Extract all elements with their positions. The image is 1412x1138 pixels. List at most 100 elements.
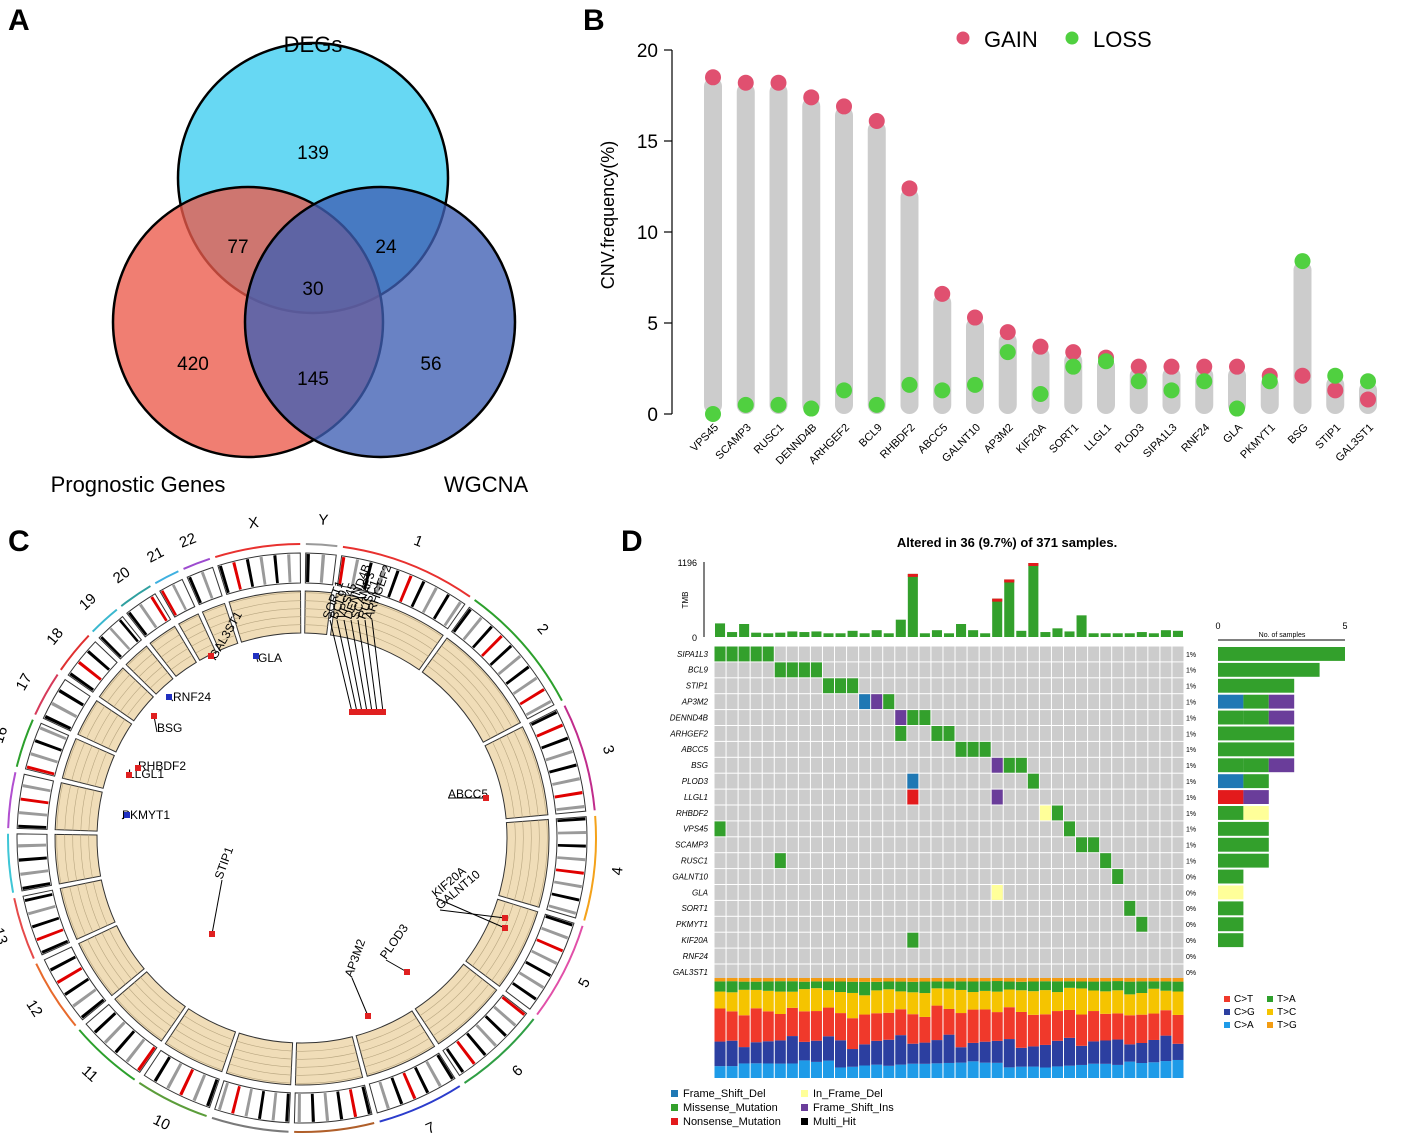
loss-dot [737,396,754,413]
matrix-cell [1027,741,1039,757]
chromosome-label: 13 [0,926,11,947]
matrix-cell [798,773,810,789]
chromosome-band [518,971,545,989]
cnv-track-segment [178,613,217,662]
titv-segment [1027,1046,1039,1067]
mutation-cell [1076,837,1088,853]
titv-segment [943,1062,955,1078]
matrix-cell [1051,885,1063,900]
cnv-track-segment [228,590,302,643]
matrix-cell [822,662,835,678]
cnv-track-segment [355,1010,436,1077]
matrix-cell [1172,789,1184,805]
matrix-cell [931,853,943,869]
track-gridline [209,619,231,629]
gene-name: BCL9 [688,666,709,675]
matrix-cell [810,821,822,837]
matrix-cell [1088,773,1100,789]
chromosome-band [18,843,47,848]
matrix-cell [1003,837,1015,853]
sample-bar [1218,790,1244,804]
titv-segment [1100,1013,1112,1041]
tmb-bar [1172,630,1183,637]
gene-percent: 0% [1186,954,1196,961]
track-gridline [79,745,93,783]
matrix-cell [1076,900,1088,916]
mutation-cell [726,646,738,662]
gene-percent: 1% [1186,715,1196,722]
titv-legend-swatch [1267,996,1273,1002]
gene-percent: 1% [1186,747,1196,754]
matrix-cell [931,869,943,884]
matrix-cell [919,948,931,964]
cnv-bar [769,82,788,414]
matrix-cell [1172,837,1184,853]
matrix-cell [1160,869,1172,884]
titv-segment [979,1009,991,1042]
mutation-cell [714,821,726,837]
matrix-cell [883,646,895,662]
matrix-cell [1172,694,1184,710]
gene-connector [364,619,378,713]
gene-percent: 0% [1186,938,1196,945]
gene-percent: 1% [1186,827,1196,834]
gene-name: GAL3ST1 [673,968,708,977]
matrix-cell [822,948,835,964]
loss-dot [967,376,983,393]
matrix-cell [955,948,967,964]
titv-segment [822,1036,835,1061]
matrix-cell [1076,773,1088,789]
matrix-cell [1160,853,1172,869]
matrix-cell [859,837,871,853]
chromosome-band [245,559,255,588]
matrix-cell [1039,773,1051,789]
matrix-cell [1148,741,1160,757]
titv-segment [907,1043,919,1064]
titv-segment [726,1011,738,1041]
matrix-cell [1003,773,1015,789]
matrix-cell [822,789,835,805]
chromosome-ideogram [546,816,588,919]
titv-segment [907,1014,919,1044]
matrix-cell [967,916,979,932]
gene-name: RNF24 [683,952,709,961]
matrix-cell [726,773,738,789]
matrix-cell [822,885,835,900]
titv-segment [1039,1067,1051,1078]
matrix-cell [786,900,798,916]
chromosome-label: 21 [144,544,167,567]
matrix-cell [859,853,871,869]
chromosome-band [109,627,131,650]
matrix-cell [895,869,907,884]
matrix-cell [1027,964,1039,980]
matrix-cell [883,964,895,980]
titv-segment [919,1042,931,1064]
matrix-cell [859,646,871,662]
titv-segment [1172,1014,1184,1044]
chromosome-band [20,869,49,876]
matrix-cell [1100,789,1112,805]
chromosome-band [285,1093,290,1122]
matrix-cell [991,710,1003,725]
matrix-cell [1172,757,1184,773]
legend-label: In_Frame_Del [813,1088,883,1100]
cnv-marker [209,931,215,937]
chromosome-band [310,1093,315,1122]
titv-segment [1039,1014,1051,1045]
titv-segment [979,990,991,1010]
matrix-cell [1124,726,1136,741]
chromosome-band [24,893,53,903]
legend-swatch [671,1104,678,1111]
chromosome-band [153,1056,171,1082]
titv-legend-swatch [1224,996,1230,1002]
matrix-cell [1160,773,1172,789]
loss-dot [1098,353,1114,370]
matrix-cell [1063,694,1076,710]
matrix-cell [774,869,786,884]
matrix-cell [1136,837,1148,853]
chromosome-band [44,715,72,730]
titv-segment [895,1035,907,1065]
matrix-cell [1063,741,1076,757]
matrix-cell [1160,646,1172,662]
tmb-bar [1076,615,1087,637]
